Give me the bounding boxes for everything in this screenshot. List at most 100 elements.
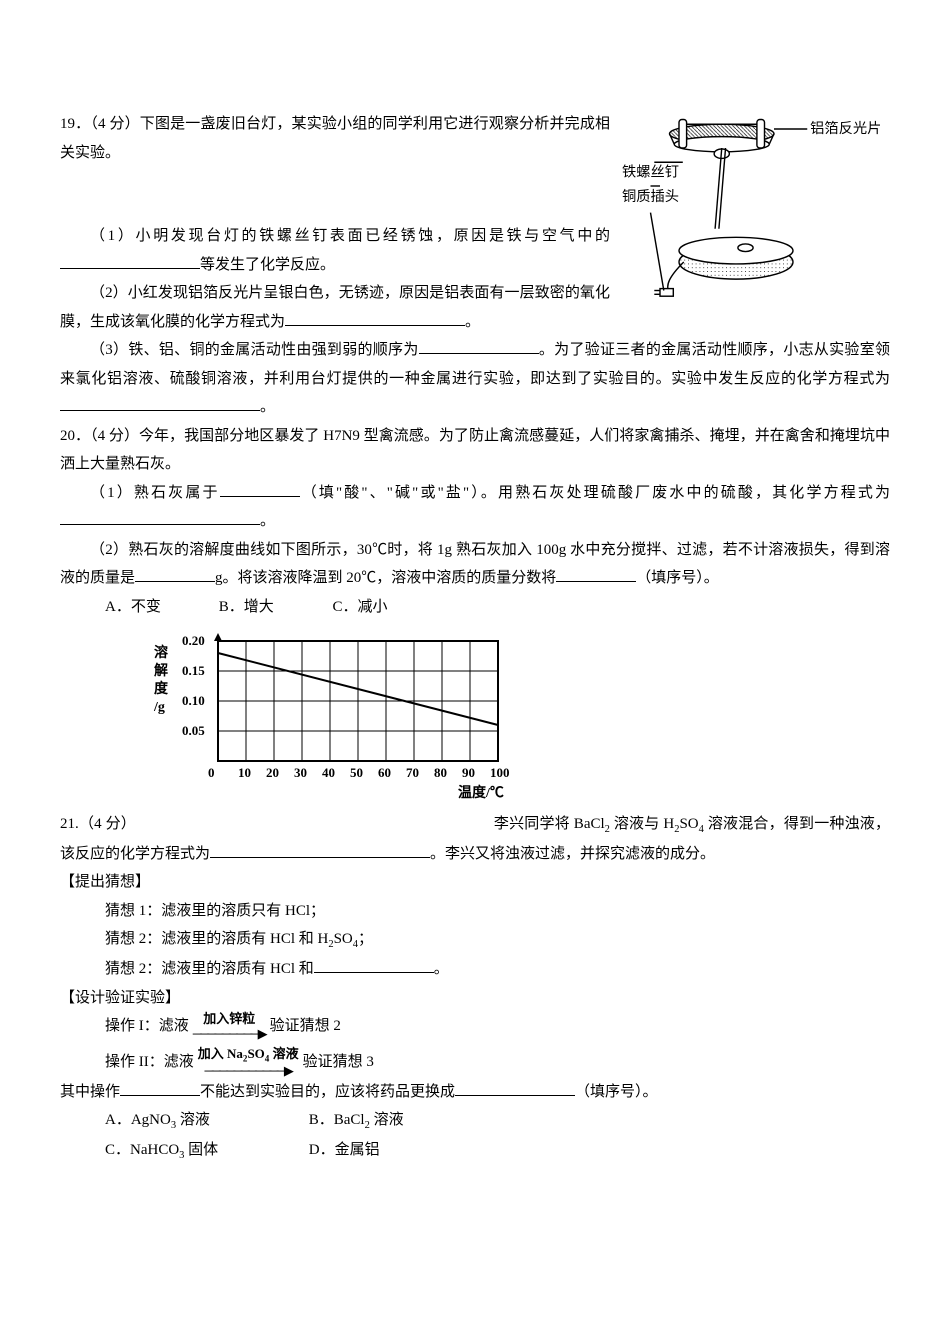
svg-text:0.05: 0.05 <box>182 723 205 738</box>
q20-header: 20．（4 分）今年，我国部分地区暴发了 H7N9 型禽流感。为了防止禽流感蔓延… <box>60 428 890 473</box>
q20-p2c: （填序号）。 <box>636 570 719 586</box>
q20-p2b: g。将该溶液降温到 20℃，溶液中溶质的质量分数将 <box>215 570 556 586</box>
q21-opt-d[interactable]: D．金属铝 <box>309 1136 509 1165</box>
question-20: 20．（4 分）今年，我国部分地区暴发了 H7N9 型禽流感。为了防止禽流感蔓延… <box>60 422 890 807</box>
blank[interactable] <box>60 253 200 269</box>
blank[interactable] <box>60 509 260 525</box>
svg-text:0: 0 <box>208 765 215 780</box>
blank[interactable] <box>210 842 430 858</box>
svg-text:50: 50 <box>350 765 363 780</box>
svg-text:40: 40 <box>322 765 335 780</box>
q20-opt-a[interactable]: A．不变 <box>105 593 215 622</box>
svg-text:70: 70 <box>406 765 419 780</box>
t: （填序号）。 <box>575 1084 658 1100</box>
op2-post: 验证猜想 3 <box>303 1048 374 1077</box>
q20-p1: （1）熟石灰属于（填"酸"、"碱"或"盐"）。用熟石灰处理硫酸厂废水中的硫酸，其… <box>60 479 890 536</box>
t: ； <box>358 931 373 947</box>
svg-text:铝箔反光片: 铝箔反光片 <box>810 120 881 137</box>
t: C．NaHCO <box>105 1142 179 1158</box>
t: 。 <box>434 961 449 977</box>
q21-hb: 李兴同学将 BaCl <box>494 816 605 832</box>
q21-num: 21.（4 分） <box>60 816 136 832</box>
q19-p1b: 等发生了化学反应。 <box>200 257 335 273</box>
t: A．AgNO <box>105 1112 171 1128</box>
op1-post: 验证猜想 2 <box>270 1012 341 1041</box>
hypothesis-title: 【提出猜想】 <box>60 868 890 897</box>
q20-options: A．不变 B．增大 C．减小 <box>105 593 890 622</box>
svg-text:/g: /g <box>153 700 165 715</box>
svg-text:铁螺丝钉: 铁螺丝钉 <box>622 164 679 181</box>
blank[interactable] <box>455 1080 575 1096</box>
arrow-label: 加入 Na2SO4 溶液 <box>198 1047 299 1064</box>
arrow-icon: 加入 Na2SO4 溶液 ───────────▶ <box>198 1047 299 1078</box>
blank[interactable] <box>556 566 636 582</box>
q20-opt-c[interactable]: C．减小 <box>333 593 443 622</box>
q19-p1a: （1）小明发现台灯的铁螺丝钉表面已经锈蚀，原因是铁与空气中的 <box>90 228 610 244</box>
op1-pre: 操作 I：滤液 <box>105 1012 189 1041</box>
t: B．BaCl <box>309 1112 365 1128</box>
op2-pre: 操作 II：滤液 <box>105 1048 194 1077</box>
q21-he: 。李兴又将浊液过滤，并探究滤液的成分。 <box>430 846 715 862</box>
q21-opt-c[interactable]: C．NaHCO3 固体 <box>105 1136 305 1166</box>
q19-p2b: 。 <box>465 314 480 330</box>
q20-opt-b[interactable]: B．增大 <box>219 593 329 622</box>
t: SO <box>334 931 353 947</box>
svg-text:80: 80 <box>434 765 447 780</box>
t: 加入 Na <box>198 1046 243 1061</box>
q21-opt-a[interactable]: A．AgNO3 溶液 <box>105 1106 305 1136</box>
svg-text:20: 20 <box>266 765 279 780</box>
t: 溶液 <box>370 1112 404 1128</box>
arrow-label: 加入锌粒 <box>193 1012 266 1026</box>
t: 溶液 <box>269 1046 298 1061</box>
blank[interactable] <box>120 1080 200 1096</box>
t: 猜想 2：滤液里的溶质有 HCl 和 H <box>105 931 328 947</box>
svg-text:30: 30 <box>294 765 307 780</box>
svg-text:0.20: 0.20 <box>182 633 205 648</box>
blank[interactable] <box>220 481 300 497</box>
q20-p2: （2）熟石灰的溶解度曲线如下图所示，30℃时，将 1g 熟石灰加入 100g 水… <box>60 536 890 593</box>
q21-line1: 21.（4 分） 李兴同学将 BaCl2 溶液与 H2SO4 溶液混合，得到一种… <box>60 810 890 868</box>
svg-text:溶: 溶 <box>154 644 168 661</box>
svg-text:温度/℃: 温度/℃ <box>458 784 504 801</box>
t: 其中操作 <box>60 1084 120 1100</box>
t: 固体 <box>184 1142 218 1158</box>
q19-p3: （3）铁、铝、铜的金属活动性由强到弱的顺序为。为了验证三者的金属活动性顺序，小志… <box>60 336 890 422</box>
hyp-2: 猜想 2：滤液里的溶质有 HCl 和 H2SO4； <box>105 925 890 955</box>
hyp-1: 猜想 1：滤液里的溶质只有 HCl； <box>105 897 890 926</box>
lamp-diagram: 铝箔反光片 铁螺丝钉 铜质插头 <box>620 110 890 300</box>
blank[interactable] <box>314 957 434 973</box>
blank[interactable] <box>135 566 215 582</box>
q20-p1c: 。 <box>260 513 275 529</box>
svg-text:度: 度 <box>154 680 169 697</box>
page: 铝箔反光片 铁螺丝钉 铜质插头 19．（4 分）下图是一盏废旧台灯，某实验小组的… <box>0 0 950 1226</box>
solubility-chart: 01020304050607080901000.050.100.150.20溶解… <box>140 631 520 806</box>
t: 猜想 2：滤液里的溶质有 HCl 和 <box>105 961 314 977</box>
question-21: 21.（4 分） 李兴同学将 BaCl2 溶液与 H2SO4 溶液混合，得到一种… <box>60 810 890 1166</box>
svg-text:100: 100 <box>490 765 510 780</box>
blank[interactable] <box>419 338 539 354</box>
arrow-icon: 加入锌粒 ─────────▶ <box>193 1012 266 1041</box>
q19-p3c: 。 <box>260 399 275 415</box>
q19-header: 19．（4 分）下图是一盏废旧台灯，某实验小组的同学利用它进行观察分析并完成相关… <box>60 116 610 161</box>
svg-text:0.15: 0.15 <box>182 663 205 678</box>
hyp-3: 猜想 2：滤液里的溶质有 HCl 和 。 <box>105 955 890 984</box>
blank[interactable] <box>285 310 465 326</box>
t: 不能达到实验目的，应该将药品更换成 <box>200 1084 455 1100</box>
svg-text:90: 90 <box>462 765 475 780</box>
q21-tail: 其中操作 不能达到实验目的，应该将药品更换成 （填序号）。 <box>60 1078 890 1107</box>
svg-text:60: 60 <box>378 765 391 780</box>
question-19: 铝箔反光片 铁螺丝钉 铜质插头 19．（4 分）下图是一盏废旧台灯，某实验小组的… <box>60 110 890 422</box>
operation-1: 操作 I：滤液 加入锌粒 ─────────▶ 验证猜想 2 <box>105 1012 890 1041</box>
q21-hc2: SO <box>679 816 698 832</box>
q21-opt-b[interactable]: B．BaCl2 溶液 <box>309 1106 509 1136</box>
design-title: 【设计验证实验】 <box>60 984 890 1013</box>
q21-hc: 溶液与 H <box>610 816 674 832</box>
q19-p3a: （3）铁、铝、铜的金属活动性由强到弱的顺序为 <box>90 342 419 358</box>
blank[interactable] <box>60 395 260 411</box>
q21-options: A．AgNO3 溶液 B．BaCl2 溶液 C．NaHCO3 固体 D．金属铝 <box>105 1106 890 1166</box>
t: SO <box>247 1046 264 1061</box>
q20-p1a: （1）熟石灰属于 <box>90 485 220 501</box>
svg-text:铜质插头: 铜质插头 <box>622 188 679 205</box>
svg-text:10: 10 <box>238 765 251 780</box>
t: 溶液 <box>176 1112 210 1128</box>
